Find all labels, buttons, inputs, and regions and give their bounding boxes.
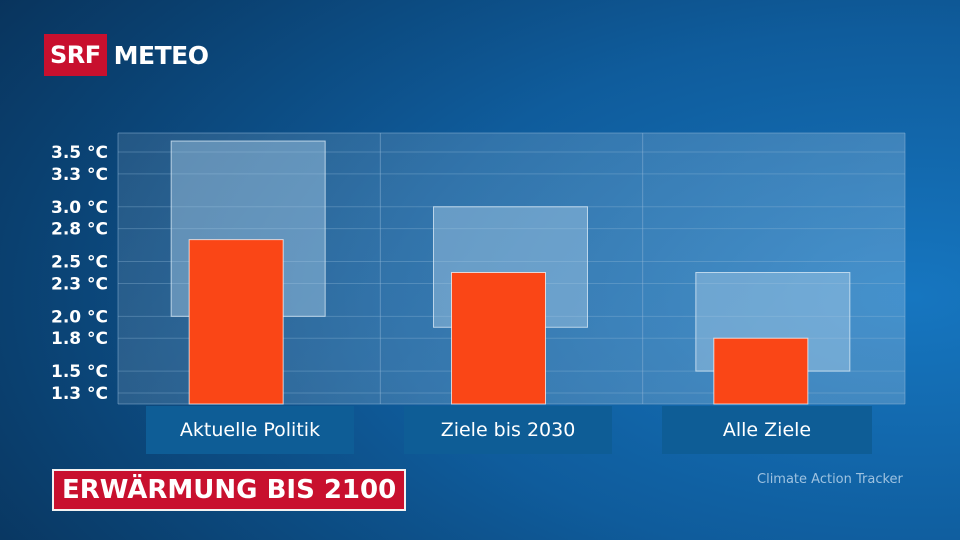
- srf-meteo-logo: SRF METEO: [44, 34, 209, 76]
- category-label-text: Ziele bis 2030: [440, 419, 576, 441]
- category-label-text: Aktuelle Politik: [179, 419, 321, 441]
- y-tick-label: 1.3 °C: [51, 384, 108, 404]
- bar: [451, 272, 546, 405]
- y-tick-label: 1.8 °C: [51, 329, 108, 349]
- category-label-ziele-2030: Ziele bis 2030: [404, 406, 612, 454]
- y-tick-label: 2.5 °C: [51, 253, 108, 273]
- meteo-logo: METEO: [113, 40, 209, 70]
- y-tick-label: 3.5 °C: [51, 143, 108, 163]
- category-label-aktuelle-politik: Aktuelle Politik: [146, 406, 354, 454]
- chart-title: ERWÄRMUNG BIS 2100: [52, 469, 407, 511]
- category-label-text: Alle Ziele: [722, 419, 812, 441]
- category-label-alle-ziele: Alle Ziele: [662, 406, 872, 454]
- y-tick-label: 2.8 °C: [51, 220, 108, 240]
- y-tick-label: 1.5 °C: [51, 362, 108, 382]
- y-tick-label: 2.3 °C: [51, 274, 108, 294]
- source-credit: Climate Action Tracker: [757, 472, 903, 487]
- bar: [713, 337, 809, 405]
- y-tick-label: 3.0 °C: [51, 198, 108, 218]
- y-tick-label: 2.0 °C: [51, 307, 108, 327]
- bar: [188, 239, 284, 405]
- y-tick-label: 3.3 °C: [51, 165, 108, 185]
- srf-logo: SRF: [44, 34, 107, 76]
